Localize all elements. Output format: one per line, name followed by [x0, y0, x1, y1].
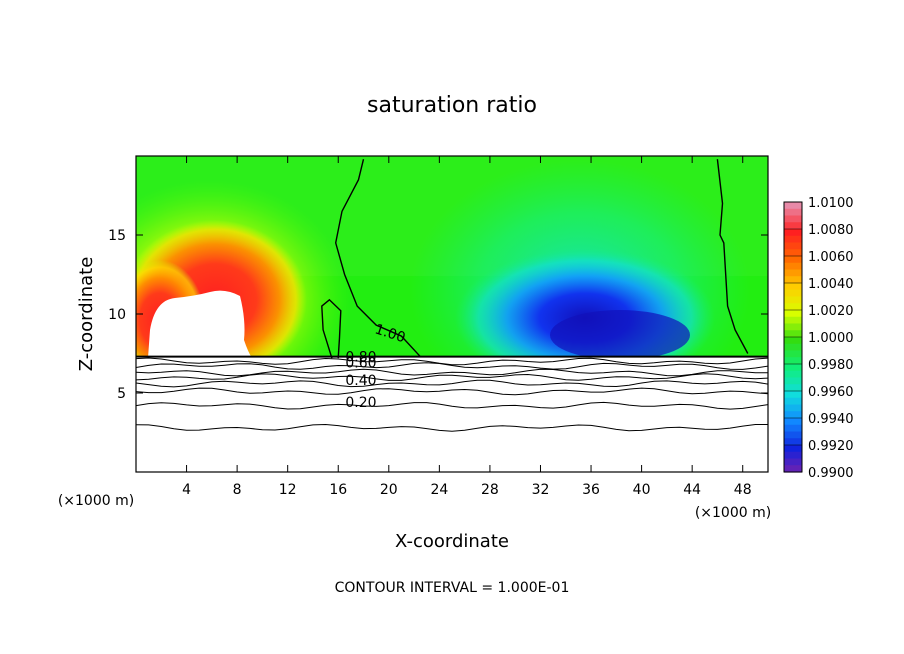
x-tick-label: 24 — [430, 482, 448, 498]
colorbar-tick-label: 0.9980 — [808, 358, 854, 373]
contour-line-0.2 — [136, 401, 768, 410]
contour-1-00-line-0 — [334, 159, 421, 358]
x-tick-label: 8 — [233, 482, 242, 498]
colorbar-band — [784, 249, 802, 257]
y-tick-label: 15 — [108, 228, 126, 244]
contour-line-0.7 — [136, 373, 768, 381]
y-axis-label: Z-coordinate — [76, 257, 97, 372]
x-axis-label: X-coordinate — [395, 531, 509, 552]
colorbar-band — [784, 235, 802, 244]
colorbar-band — [784, 411, 802, 419]
chart-title: saturation ratio — [367, 93, 537, 118]
x-axis-ticks: 4 8 12 16 20 24 28 32 36 40 44 48 — [182, 156, 752, 498]
x-tick-label: 48 — [734, 482, 752, 498]
contour-1-00-line-2 — [716, 159, 749, 354]
colorbar-band — [784, 215, 802, 223]
colorbar-band — [784, 242, 802, 250]
colorbar-band — [784, 262, 802, 271]
contour-line-0.3 — [136, 423, 768, 432]
colorbar-band — [784, 289, 802, 298]
contour-1-00-line-1 — [321, 298, 342, 359]
colorbar-band — [784, 431, 802, 439]
x-tick-label: 4 — [182, 482, 191, 498]
colorbar-band — [784, 330, 802, 338]
colorbar-band — [784, 323, 802, 331]
colorbar-band — [784, 316, 802, 325]
colorbar-band — [784, 357, 802, 365]
colorbar-band — [784, 343, 802, 352]
colorbar-band — [784, 397, 802, 406]
colorbar-band — [784, 458, 802, 466]
colorbar-band — [784, 384, 802, 392]
x-unit-left: (×1000 m) — [58, 493, 134, 509]
colorbar-band — [784, 276, 802, 284]
x-unit-right: (×1000 m) — [695, 505, 771, 521]
colorbar-tick-label: 1.0000 — [808, 331, 854, 346]
saturated-cloud-region — [148, 290, 252, 358]
colorbar-band — [784, 445, 802, 453]
x-tick-label: 28 — [481, 482, 499, 498]
colorbar-band — [784, 256, 802, 264]
colorbar-band — [784, 269, 802, 277]
colorbar-tick-label: 1.0100 — [808, 196, 854, 211]
colorbar-band — [784, 350, 802, 358]
colorbar-band — [784, 465, 802, 473]
colorbar-band — [784, 283, 802, 291]
contour-line-0.4 — [136, 379, 768, 388]
colorbar-band — [784, 296, 802, 304]
colorbar-band — [784, 303, 802, 311]
x-tick-label: 44 — [683, 482, 701, 498]
colorbar-tick-label: 1.0080 — [808, 223, 854, 238]
colorbar-band — [784, 451, 802, 460]
colorbar-band — [784, 229, 802, 237]
contour-label: 0.40 — [345, 373, 376, 389]
terrain-mask — [136, 356, 768, 472]
colorbar-band — [784, 404, 802, 412]
x-tick-label: 12 — [279, 482, 297, 498]
y-tick-label: 5 — [117, 386, 126, 402]
x-tick-label: 40 — [633, 482, 651, 498]
colorbar-band — [784, 310, 802, 318]
dry-region-core — [550, 310, 690, 360]
x-tick-label: 36 — [582, 482, 600, 498]
colorbar-band — [784, 337, 802, 345]
plot-area: 1.000.800.600.400.20 — [136, 156, 768, 472]
colorbar-tick-label: 0.9900 — [808, 466, 854, 481]
colorbar-band — [784, 364, 802, 372]
colorbar-band — [784, 202, 802, 210]
colorbar-band — [784, 391, 802, 399]
colorbar-band — [784, 222, 802, 230]
y-tick-label: 10 — [108, 307, 126, 323]
colorbar-band — [784, 424, 802, 433]
colorbar-tick-label: 1.0060 — [808, 250, 854, 265]
contour-line-0.6 — [136, 368, 768, 377]
colorbar-tick-label: 0.9920 — [808, 439, 854, 454]
colorbar-tick-label: 0.9960 — [808, 385, 854, 400]
contour-line-0.9 — [136, 357, 768, 366]
contour-line-0.8 — [136, 362, 768, 370]
y-axis-ticks: 5 10 15 — [108, 228, 768, 402]
contour-label: 0.80 — [345, 349, 376, 365]
colorbar-tick-label: 0.9940 — [808, 412, 854, 427]
colorbar-band — [784, 418, 802, 426]
contour-label: 0.20 — [345, 395, 376, 411]
colorbar-tick-label: 1.0020 — [808, 304, 854, 319]
surface-contours — [136, 355, 768, 432]
colorbar: 1.0100 1.0080 1.0060 1.0040 1.0020 1.0000 0.99… — [783, 196, 854, 481]
colorbar-tick-label: 1.0040 — [808, 277, 854, 292]
colorbar-band — [784, 377, 802, 385]
contour-label: 0.60 — [345, 356, 376, 372]
x-tick-label: 20 — [380, 482, 398, 498]
x-tick-label: 16 — [329, 482, 347, 498]
colorbar-band — [784, 370, 802, 379]
contour-interval-footer: CONTOUR INTERVAL = 1.000E-01 — [335, 580, 570, 596]
contour-line-0.5 — [136, 387, 768, 396]
contour-1-00 — [321, 159, 749, 359]
colorbar-band — [784, 208, 802, 217]
x-tick-label: 32 — [532, 482, 550, 498]
colorbar-band — [784, 438, 802, 446]
